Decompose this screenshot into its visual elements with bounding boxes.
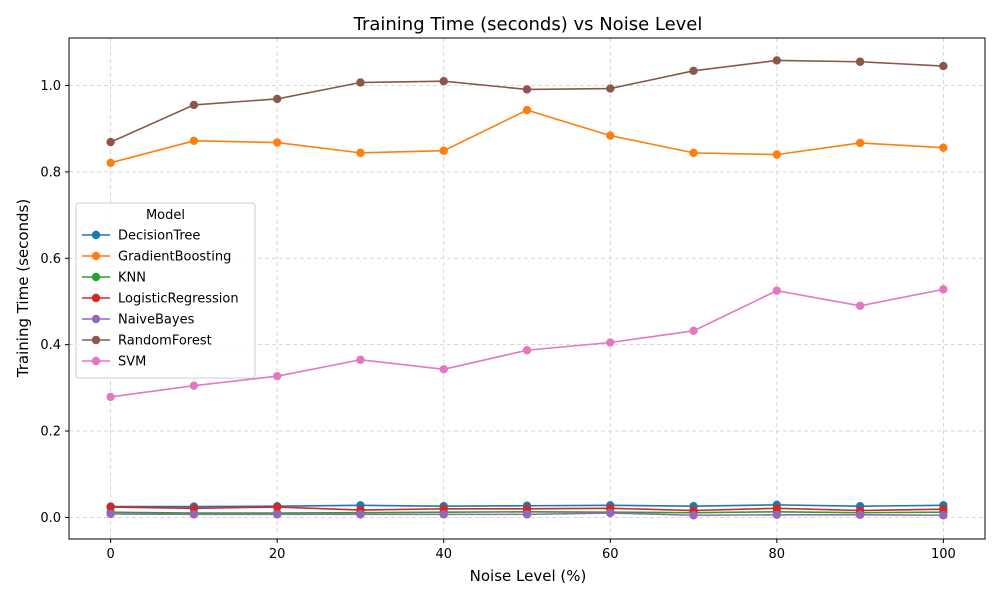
x-tick-label: 40 (435, 547, 452, 562)
legend-swatch-marker (91, 272, 101, 282)
series-randomforest (106, 56, 948, 147)
series-naivebayes (106, 508, 948, 520)
legend-box (75, 202, 256, 379)
data-point-naivebayes (522, 510, 532, 519)
data-point-svm (189, 381, 199, 390)
data-point-svm (272, 371, 282, 381)
y-axis-ticks: 0.0 0.2 0.4 0.6 0.8 1.0 (40, 79, 69, 526)
legend-label: NaiveBayes (118, 313, 195, 328)
legend-title: Model (146, 208, 185, 223)
data-point-gradientboosting (606, 131, 615, 140)
y-tick-label: 0.4 (40, 338, 61, 353)
data-point-gradientboosting (939, 143, 948, 152)
data-point-naivebayes (189, 510, 199, 519)
legend-swatch-marker (91, 251, 101, 261)
legend-item-svm: SVM (82, 355, 146, 370)
legend-label: LogisticRegression (118, 292, 239, 307)
y-tick-label: 0.8 (40, 165, 61, 180)
data-point-svm (939, 285, 948, 294)
legend-item-randomforest: RandomForest (82, 334, 212, 349)
chart-title: Training Time (seconds) vs Noise Level (353, 14, 703, 35)
data-point-naivebayes (272, 510, 282, 519)
data-point-randomforest (606, 84, 615, 93)
legend-swatch-marker (91, 230, 101, 240)
data-point-logisticregression (189, 504, 199, 513)
data-point-naivebayes (772, 510, 782, 520)
x-tick-label: 80 (769, 547, 786, 562)
y-tick-label: 1.0 (40, 79, 61, 94)
data-point-svm (772, 286, 782, 295)
data-point-naivebayes (356, 510, 365, 519)
data-point-randomforest (106, 137, 115, 147)
x-axis-ticks: 0 20 40 60 80 100 (106, 539, 956, 562)
data-point-logisticregression (272, 502, 282, 512)
data-point-naivebayes (689, 511, 698, 520)
series-gradientboosting (106, 105, 948, 168)
data-point-gradientboosting (855, 138, 865, 148)
legend-label: DecisionTree (118, 229, 200, 244)
data-point-randomforest (439, 76, 448, 86)
data-point-randomforest (522, 85, 532, 94)
x-axis-label: Noise Level (%) (470, 567, 587, 585)
data-point-randomforest (272, 94, 282, 104)
data-point-gradientboosting (189, 136, 199, 145)
legend-item-logisticregression: LogisticRegression (82, 292, 239, 307)
data-point-naivebayes (606, 508, 615, 518)
data-point-gradientboosting (356, 148, 365, 158)
data-point-gradientboosting (689, 148, 698, 158)
data-point-svm (522, 346, 532, 355)
legend-item-decisiontree: DecisionTree (82, 229, 200, 244)
data-point-randomforest (689, 66, 698, 76)
y-axis-label: Training Time (seconds) (14, 199, 32, 378)
legend-item-naivebayes: NaiveBayes (82, 313, 195, 328)
legend-swatch-marker (91, 356, 101, 366)
data-point-svm (106, 392, 115, 402)
y-tick-label: 0.6 (40, 252, 61, 267)
legend-label: SVM (118, 355, 146, 370)
data-point-naivebayes (939, 511, 948, 520)
series-layer (106, 56, 948, 520)
data-point-gradientboosting (772, 150, 782, 159)
data-point-randomforest (189, 100, 199, 110)
data-point-randomforest (356, 78, 365, 87)
data-point-logisticregression (772, 504, 782, 513)
y-tick-label: 0.0 (40, 511, 61, 526)
data-point-gradientboosting (272, 138, 282, 147)
data-point-svm (855, 301, 865, 310)
data-point-svm (606, 338, 615, 347)
x-tick-label: 20 (269, 547, 286, 562)
legend-swatch-marker (91, 335, 101, 345)
legend-item-knn: KNN (82, 271, 146, 286)
x-tick-label: 60 (602, 547, 619, 562)
data-point-randomforest (772, 56, 782, 65)
legend-label: KNN (118, 271, 146, 286)
y-tick-label: 0.2 (40, 425, 61, 440)
legend-label: RandomForest (118, 334, 212, 349)
data-point-randomforest (855, 57, 865, 66)
x-tick-label: 100 (931, 547, 956, 562)
data-point-gradientboosting (522, 105, 532, 115)
legend-label: GradientBoosting (118, 250, 231, 265)
data-point-svm (439, 365, 448, 374)
data-point-svm (689, 326, 698, 336)
data-point-logisticregression (939, 504, 948, 514)
data-point-gradientboosting (106, 158, 115, 168)
data-point-naivebayes (855, 510, 865, 520)
data-point-gradientboosting (439, 146, 448, 155)
legend-item-gradientboosting: GradientBoosting (82, 250, 231, 265)
plot-frame (68, 37, 986, 540)
data-point-naivebayes (106, 509, 115, 519)
legend: Model DecisionTree GradientBoosting KNN Logi… (75, 202, 256, 379)
series-logisticregression (106, 502, 948, 515)
data-point-randomforest (939, 61, 948, 71)
x-tick-label: 0 (106, 547, 114, 562)
data-point-naivebayes (439, 510, 448, 519)
legend-swatch-marker (91, 314, 101, 324)
data-point-logisticregression (106, 502, 115, 512)
data-point-svm (356, 355, 365, 364)
series-svm (106, 285, 948, 402)
legend-swatch-marker (91, 293, 101, 303)
